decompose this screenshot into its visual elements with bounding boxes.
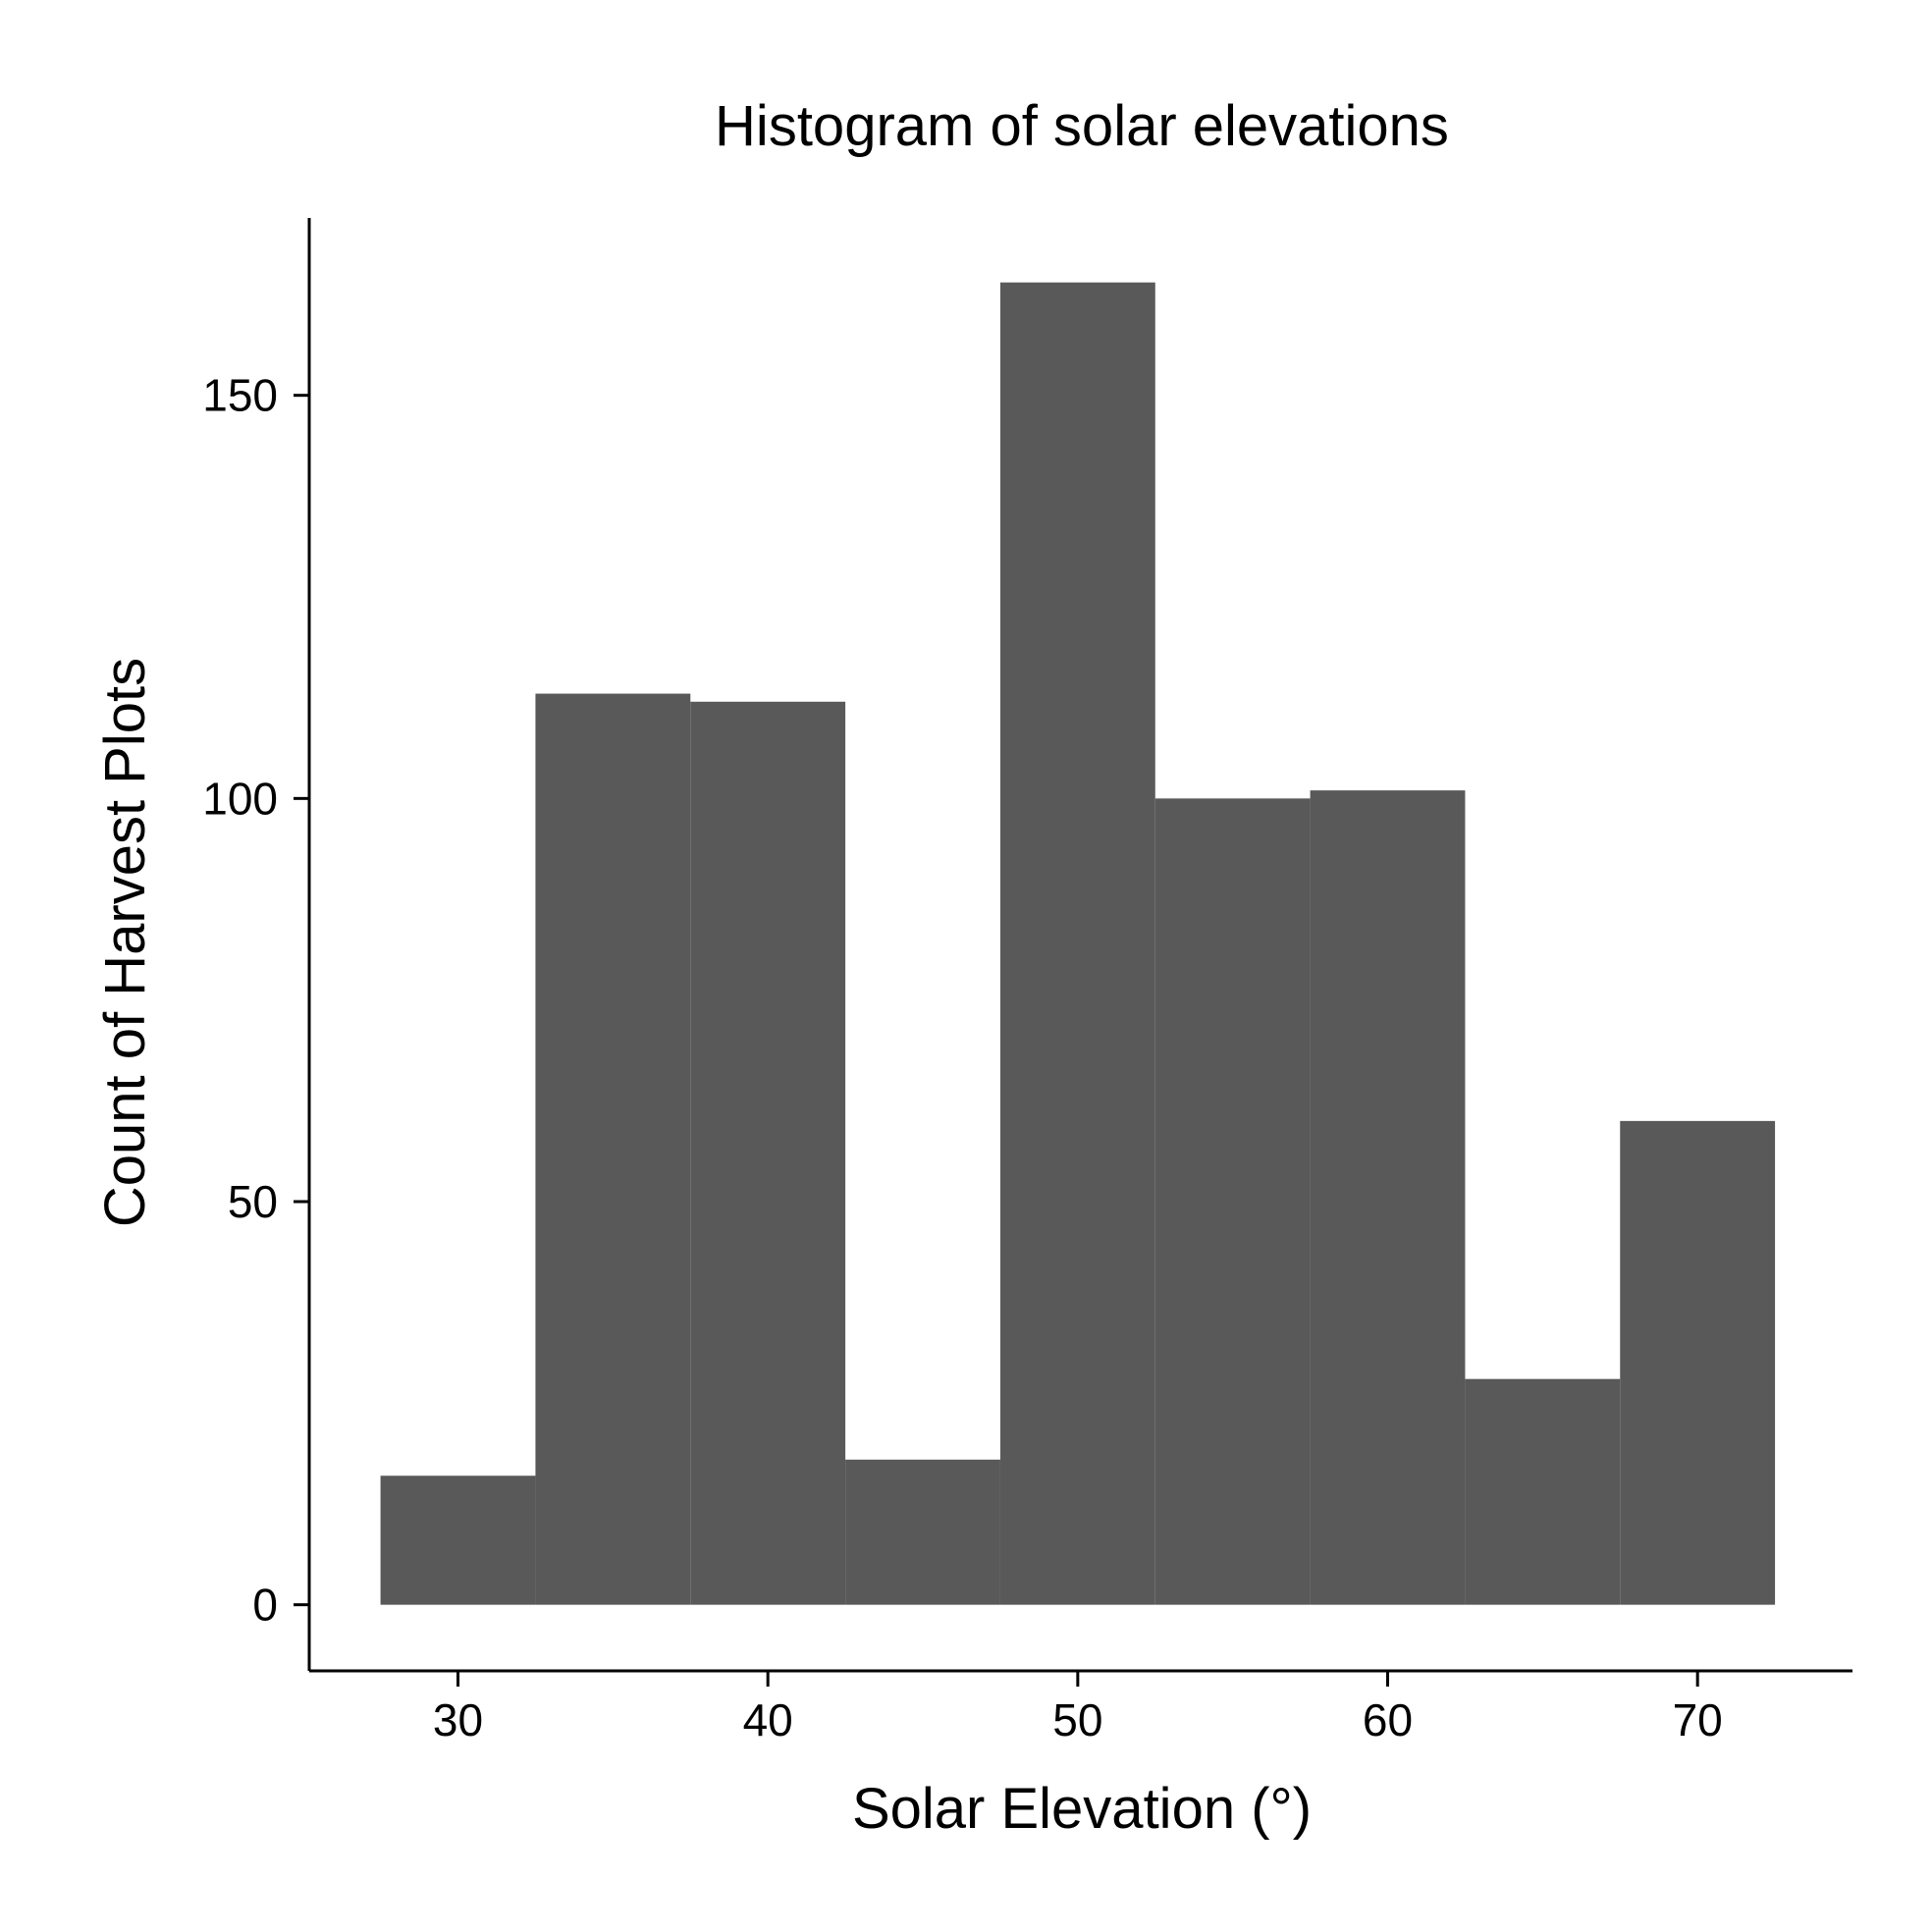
- chart-title: Histogram of solar elevations: [715, 94, 1449, 158]
- x-ticks-group: 30 40 50 60 70: [433, 1671, 1723, 1745]
- histogram-bar-3: [690, 701, 846, 1605]
- histogram-bar-4: [845, 1459, 1000, 1605]
- x-axis-title: Solar Elevation (°): [852, 1777, 1312, 1841]
- y-tick-label: 0: [252, 1580, 278, 1631]
- histogram-bar-1: [380, 1476, 536, 1605]
- histogram-bar-7: [1310, 790, 1466, 1605]
- histogram-bar-5: [999, 282, 1155, 1605]
- histogram-bar-6: [1154, 798, 1311, 1605]
- y-tick-label: 150: [202, 370, 278, 421]
- histogram-bar-9: [1620, 1120, 1776, 1605]
- bars-group: [380, 282, 1776, 1605]
- histogram-bar-2: [535, 693, 691, 1605]
- x-tick-label: 30: [433, 1694, 483, 1745]
- x-tick-label: 70: [1673, 1694, 1723, 1745]
- y-axis-title: Count of Harvest Plots: [93, 658, 157, 1227]
- x-tick-label: 60: [1363, 1694, 1413, 1745]
- x-tick-label: 40: [743, 1694, 793, 1745]
- x-tick-label: 50: [1052, 1694, 1102, 1745]
- histogram-bar-8: [1465, 1378, 1621, 1605]
- y-tick-label: 100: [202, 773, 278, 824]
- y-tick-label: 50: [228, 1176, 278, 1227]
- y-ticks-group: 0 50 100 150: [202, 370, 309, 1631]
